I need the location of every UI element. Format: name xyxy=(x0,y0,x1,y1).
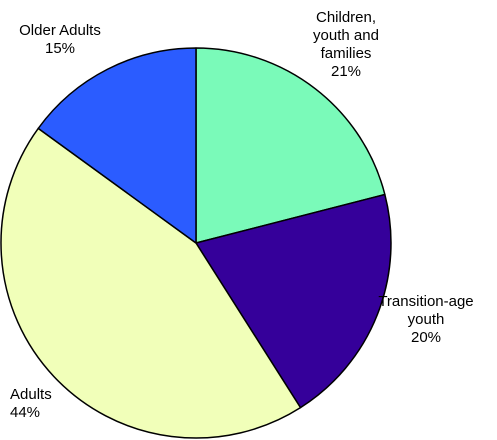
pie-slice-transition-age-youth xyxy=(195,193,392,409)
pie-slice-adults xyxy=(0,127,302,439)
slice-label-children-youth-and-families: Children, youth and families 21% xyxy=(313,9,379,80)
pie-slices xyxy=(0,47,392,439)
slice-label-transition-age-youth: Transition-age youth 20% xyxy=(378,293,473,346)
pie-slice-older-adults xyxy=(37,47,197,244)
pie-slice-children-youth-and-families xyxy=(195,47,386,244)
slice-label-older-adults: Older Adults 15% xyxy=(19,22,101,57)
slice-label-adults: Adults 44% xyxy=(10,386,52,421)
pie-labels: Children, youth and families 21% Transition-… xyxy=(10,9,474,421)
